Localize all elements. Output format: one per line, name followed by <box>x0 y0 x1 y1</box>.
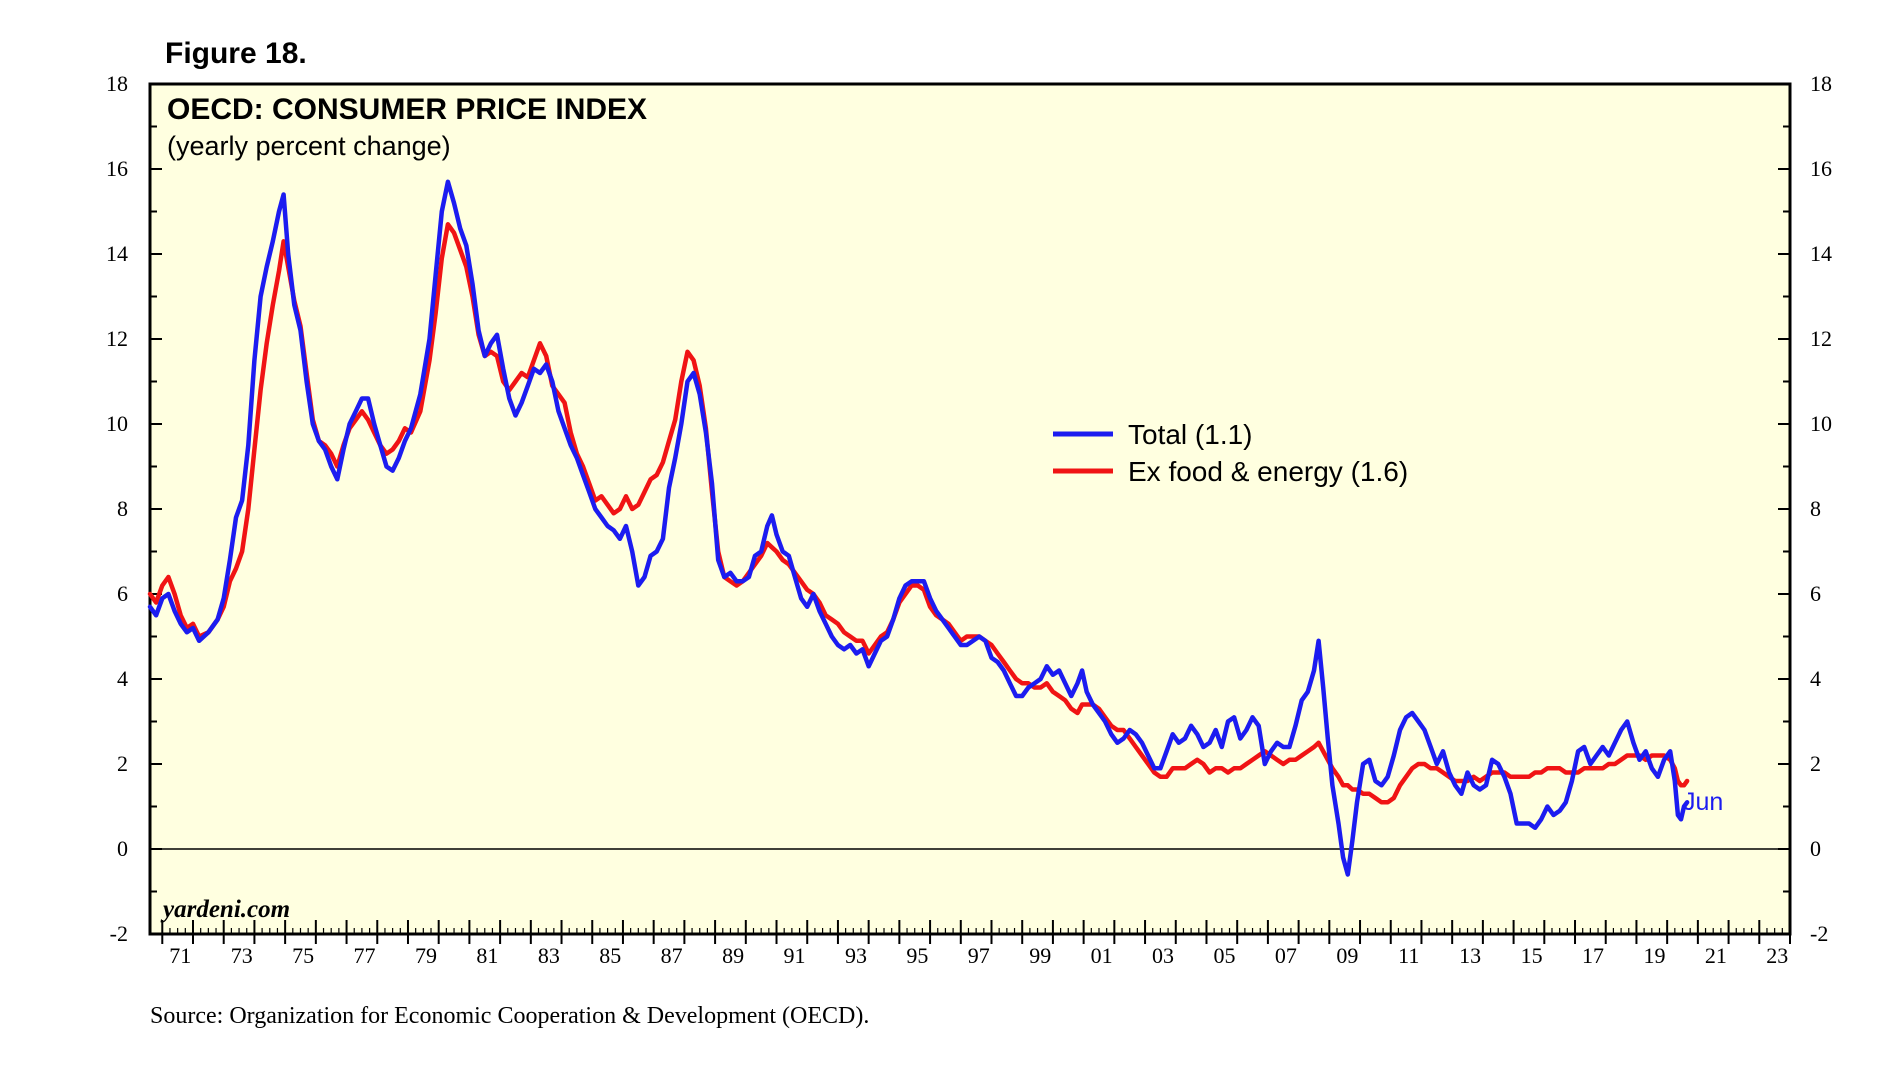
y-tick-label-right: 0 <box>1810 836 1821 861</box>
x-tick-label: 07 <box>1275 943 1297 968</box>
figure-label: Figure 18. <box>165 37 307 70</box>
x-tick-label: 17 <box>1582 943 1604 968</box>
y-tick-label-right: 4 <box>1810 666 1821 691</box>
y-tick-label-right: 12 <box>1810 326 1832 351</box>
x-tick-label: 83 <box>538 943 560 968</box>
x-tick-label: 99 <box>1029 943 1051 968</box>
y-tick-label-right: 6 <box>1810 581 1821 606</box>
y-tick-label-left: 0 <box>117 836 128 861</box>
x-tick-label: 11 <box>1398 943 1419 968</box>
y-tick-label-left: 4 <box>117 666 128 691</box>
y-tick-label-left: 8 <box>117 496 128 521</box>
x-tick-label: 81 <box>476 943 498 968</box>
watermark: yardeni.com <box>160 896 290 923</box>
y-tick-label-left: 16 <box>106 156 128 181</box>
chart-subtitle: (yearly percent change) <box>167 131 451 161</box>
legend: Total (1.1) Ex food & energy (1.6) <box>1053 419 1408 487</box>
y-axis-left: -2 0 2 4 6 8 10 12 14 16 18 <box>106 71 128 946</box>
x-axis: 71 73 75 77 79 81 83 85 87 89 91 93 95 97 99 01 03 05 07 09… <box>169 943 1788 968</box>
y-tick-label-right: 18 <box>1810 71 1832 96</box>
x-tick-label: 91 <box>784 943 806 968</box>
legend-label-total: Total (1.1) <box>1128 419 1253 450</box>
y-tick-label-right: 2 <box>1810 751 1821 776</box>
y-tick-label-right: 10 <box>1810 411 1832 436</box>
y-tick-label-right: 16 <box>1810 156 1832 181</box>
x-tick-label: 89 <box>722 943 744 968</box>
end-annotation: Jun <box>1683 788 1723 816</box>
series-line-total <box>147 179 1690 877</box>
y-tick-label-right: 8 <box>1810 496 1821 521</box>
chart-title: OECD: CONSUMER PRICE INDEX <box>167 93 647 126</box>
x-tick-label: 15 <box>1521 943 1543 968</box>
x-tick-label: 03 <box>1152 943 1174 968</box>
x-tick-label: 97 <box>968 943 990 968</box>
x-tick-label: 73 <box>231 943 253 968</box>
x-tick-label: 79 <box>415 943 437 968</box>
x-tick-label: 09 <box>1336 943 1358 968</box>
y-tick-label-left: 14 <box>106 241 128 266</box>
y-tick-label-left: 12 <box>106 326 128 351</box>
x-tick-label: 85 <box>599 943 621 968</box>
axis-ticks <box>150 83 1791 944</box>
y-tick-label-left: 10 <box>106 411 128 436</box>
x-tick-label: 13 <box>1459 943 1481 968</box>
x-tick-label: 19 <box>1643 943 1665 968</box>
x-tick-label: 93 <box>845 943 867 968</box>
x-tick-label: 23 <box>1766 943 1788 968</box>
y-tick-label-left: 2 <box>117 751 128 776</box>
x-tick-label: 05 <box>1213 943 1235 968</box>
x-tick-label: 95 <box>906 943 928 968</box>
y-tick-label-right: 14 <box>1810 241 1832 266</box>
x-tick-label: 75 <box>292 943 314 968</box>
x-tick-label: 71 <box>169 943 191 968</box>
x-tick-label: 87 <box>661 943 683 968</box>
y-tick-label-right: -2 <box>1810 921 1828 946</box>
x-tick-label: 77 <box>354 943 376 968</box>
y-tick-label-left: 6 <box>117 581 128 606</box>
x-tick-label: 21 <box>1705 943 1727 968</box>
y-tick-label-left: -2 <box>110 921 128 946</box>
plot-area <box>148 82 1792 936</box>
y-axis-right: -2 0 2 4 6 8 10 12 14 16 18 <box>1810 71 1832 946</box>
x-tick-label: 01 <box>1091 943 1113 968</box>
legend-label-core: Ex food & energy (1.6) <box>1128 456 1408 487</box>
source-note: Source: Organization for Economic Cooper… <box>150 1003 869 1029</box>
y-tick-label-left: 18 <box>106 71 128 96</box>
